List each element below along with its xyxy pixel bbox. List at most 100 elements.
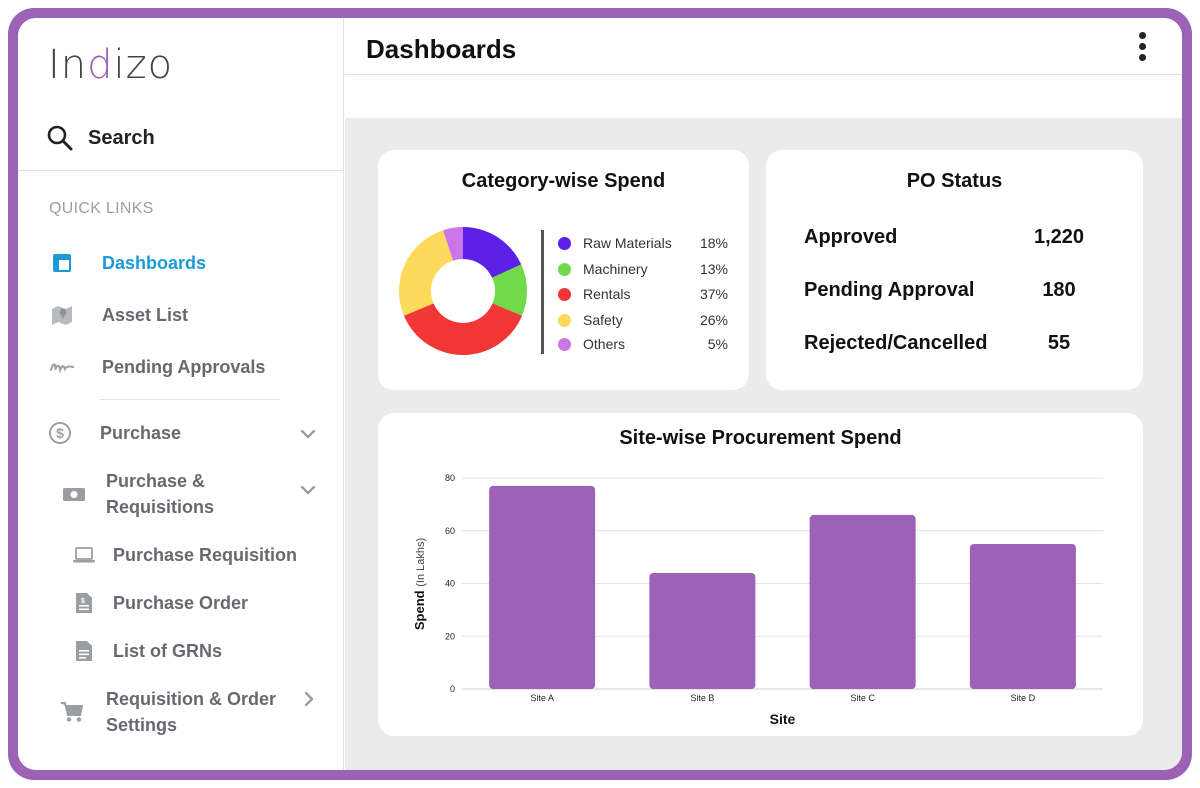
po-status-row[interactable]: Approved 1,220 <box>804 222 1104 252</box>
document-icon <box>72 639 96 663</box>
legend-item[interactable]: Raw Materials 18% <box>558 233 728 253</box>
legend-swatch <box>558 287 571 301</box>
y-axis-label: Spend (In Lakhs) <box>412 538 427 630</box>
pie-slice-others[interactable] <box>443 227 463 261</box>
svg-text:$: $ <box>81 598 85 605</box>
header-divider <box>345 74 1182 75</box>
sidebar-item-label: Dashboards <box>102 253 207 273</box>
signature-icon <box>50 355 74 379</box>
legend-label: Machinery <box>583 261 648 277</box>
bar-chart: 0 20 40 60 80 Site A Site B Site C Site D Site Spe… <box>412 473 1103 727</box>
x-axis-label: Site <box>770 711 796 727</box>
po-status-card: PO Status Approved 1,220 Pending Approva… <box>766 150 1143 390</box>
legend-item[interactable]: Machinery 13% <box>558 259 728 279</box>
card-title: Category-wise Spend <box>461 170 666 192</box>
po-status-label: Approved <box>804 225 898 248</box>
pie-slice-machinery[interactable] <box>492 264 527 316</box>
sidebar-item-label: List of GRNs <box>113 641 223 661</box>
legend-value: 18% <box>699 235 728 251</box>
main-content: Dashboards Category-wise Spend Raw Mater… <box>345 18 1182 770</box>
sidebar-item-purchase[interactable]: $ Purchase <box>48 420 181 446</box>
laptop-icon <box>72 543 96 567</box>
legend-swatch <box>558 313 571 327</box>
sidebar-item-requisition-order-settings[interactable]: Requisition & Order Settings <box>60 686 276 738</box>
y-tick-label: 40 <box>445 579 455 589</box>
legend-value: 37% <box>699 286 728 302</box>
cart-icon <box>60 700 84 724</box>
sidebar-item-label: Purchase & Requisitions <box>106 471 215 517</box>
sidebar-item-purchase-order[interactable]: $ Purchase Order <box>72 590 248 616</box>
search-button[interactable]: Search <box>46 122 155 154</box>
sidebar-item-dashboards[interactable]: Dashboards <box>50 250 206 276</box>
legend-value: 26% <box>699 312 728 328</box>
legend-divider <box>541 230 544 354</box>
card-title: Site-wise Procurement Spend <box>619 427 902 449</box>
site-spend-card: Site-wise Procurement Spend 0 20 40 60 80 Sit… <box>378 413 1143 736</box>
x-tick-label: Site B <box>690 693 714 703</box>
sidebar-item-list-of-grns[interactable]: List of GRNs <box>72 638 222 664</box>
search-icon <box>47 125 73 151</box>
donut-chart <box>399 227 527 355</box>
y-tick-label: 0 <box>450 684 455 694</box>
po-status-row[interactable]: Rejected/Cancelled 55 <box>804 328 1104 358</box>
bar-site-c[interactable] <box>809 514 916 689</box>
legend-label: Raw Materials <box>583 235 672 251</box>
svg-text:$: $ <box>56 425 64 441</box>
category-spend-card: Category-wise Spend Raw Materials 18% Mach… <box>378 150 749 390</box>
sidebar-item-label: Asset List <box>102 305 189 325</box>
card-title: PO Status <box>906 170 1003 192</box>
po-status-value: 180 <box>1042 278 1076 301</box>
sidebar-item-label: Purchase <box>100 423 182 443</box>
page-title: Dashboards <box>366 34 517 64</box>
x-tick-label: Site C <box>850 693 875 703</box>
legend-value: 5% <box>707 336 728 352</box>
sidebar-item-asset-list[interactable]: Asset List <box>50 302 188 328</box>
legend-item[interactable]: Others 5% <box>558 334 728 354</box>
sidebar-item-purchase-requisition[interactable]: Purchase Requisition <box>72 542 297 568</box>
legend-label: Rentals <box>583 286 631 302</box>
bar-site-b[interactable] <box>649 572 756 689</box>
sidebar: Indizo Search QUICK LINKS Dashboards Ass… <box>18 18 344 770</box>
invoice-icon: $ <box>72 591 96 615</box>
bar-site-a[interactable] <box>489 485 596 689</box>
legend-value: 13% <box>699 261 728 277</box>
chevron-down-icon[interactable] <box>299 425 317 443</box>
legend-swatch <box>558 262 571 276</box>
x-tick-label: Site D <box>1011 693 1036 703</box>
sidebar-item-purchase-requisitions[interactable]: Purchase & Requisitions <box>62 468 214 520</box>
legend-label: Safety <box>583 312 623 328</box>
sidebar-item-pending-approvals[interactable]: Pending Approvals <box>50 354 265 380</box>
pie-slice-raw-materials[interactable] <box>463 227 522 278</box>
quick-links-heading: QUICK LINKS <box>49 200 154 217</box>
sidebar-divider <box>100 399 280 400</box>
search-label: Search <box>88 126 155 149</box>
map-icon <box>50 303 74 327</box>
brand-logo[interactable]: Indizo <box>48 42 174 88</box>
po-status-row[interactable]: Pending Approval 180 <box>804 275 1104 305</box>
po-status-label: Rejected/Cancelled <box>804 331 988 354</box>
po-status-value: 55 <box>1047 331 1071 354</box>
chevron-right-icon[interactable] <box>300 690 318 708</box>
sidebar-item-label: Purchase Order <box>113 593 249 613</box>
cash-icon <box>62 482 86 506</box>
y-tick-label: 20 <box>445 631 455 641</box>
bar-site-d[interactable] <box>969 543 1076 689</box>
legend-swatch <box>558 337 571 351</box>
po-status-value: 1,220 <box>1033 225 1085 248</box>
sidebar-item-label: Pending Approvals <box>102 357 266 377</box>
x-tick-label: Site A <box>530 693 554 703</box>
legend-swatch <box>558 236 571 250</box>
dashboard-icon <box>50 251 74 275</box>
legend-label: Others <box>583 336 626 352</box>
chevron-down-icon[interactable] <box>299 481 317 499</box>
pie-slice-rentals[interactable] <box>403 303 523 355</box>
legend-item[interactable]: Safety 26% <box>558 310 728 330</box>
sidebar-divider <box>18 170 344 171</box>
sidebar-item-label: Purchase Requisition <box>113 545 298 565</box>
pie-slice-safety[interactable] <box>399 230 454 316</box>
more-options-icon[interactable] <box>1135 32 1149 64</box>
legend-item[interactable]: Rentals 37% <box>558 284 728 304</box>
top-bar: Dashboards <box>345 18 1182 118</box>
po-status-label: Pending Approval <box>804 278 975 301</box>
dollar-icon: $ <box>48 421 72 445</box>
